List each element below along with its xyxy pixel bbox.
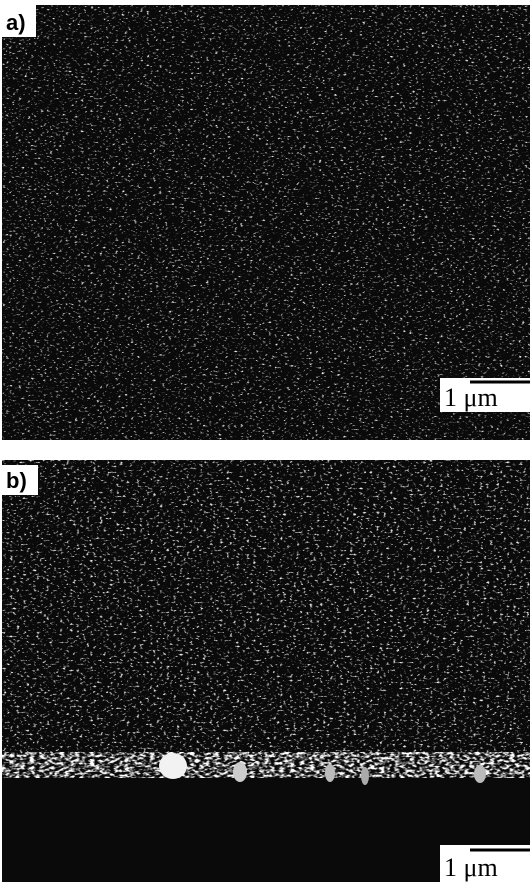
large-particle [159, 753, 187, 779]
scale-label: 1 μm [444, 383, 498, 412]
figure: a) 1 μm b) 1 μm [0, 0, 530, 882]
panel-label: a) [6, 10, 26, 35]
panel-b: b) 1 μm [2, 460, 530, 882]
edge-band [2, 752, 530, 778]
particle [474, 765, 486, 783]
panel-label: b) [6, 468, 27, 493]
panel-a: a) 1 μm [2, 5, 530, 440]
particle [361, 767, 369, 785]
particles [2, 5, 530, 440]
particles [2, 460, 530, 758]
scale-label: 1 μm [444, 853, 498, 882]
particle [325, 764, 335, 782]
particle [233, 762, 247, 782]
